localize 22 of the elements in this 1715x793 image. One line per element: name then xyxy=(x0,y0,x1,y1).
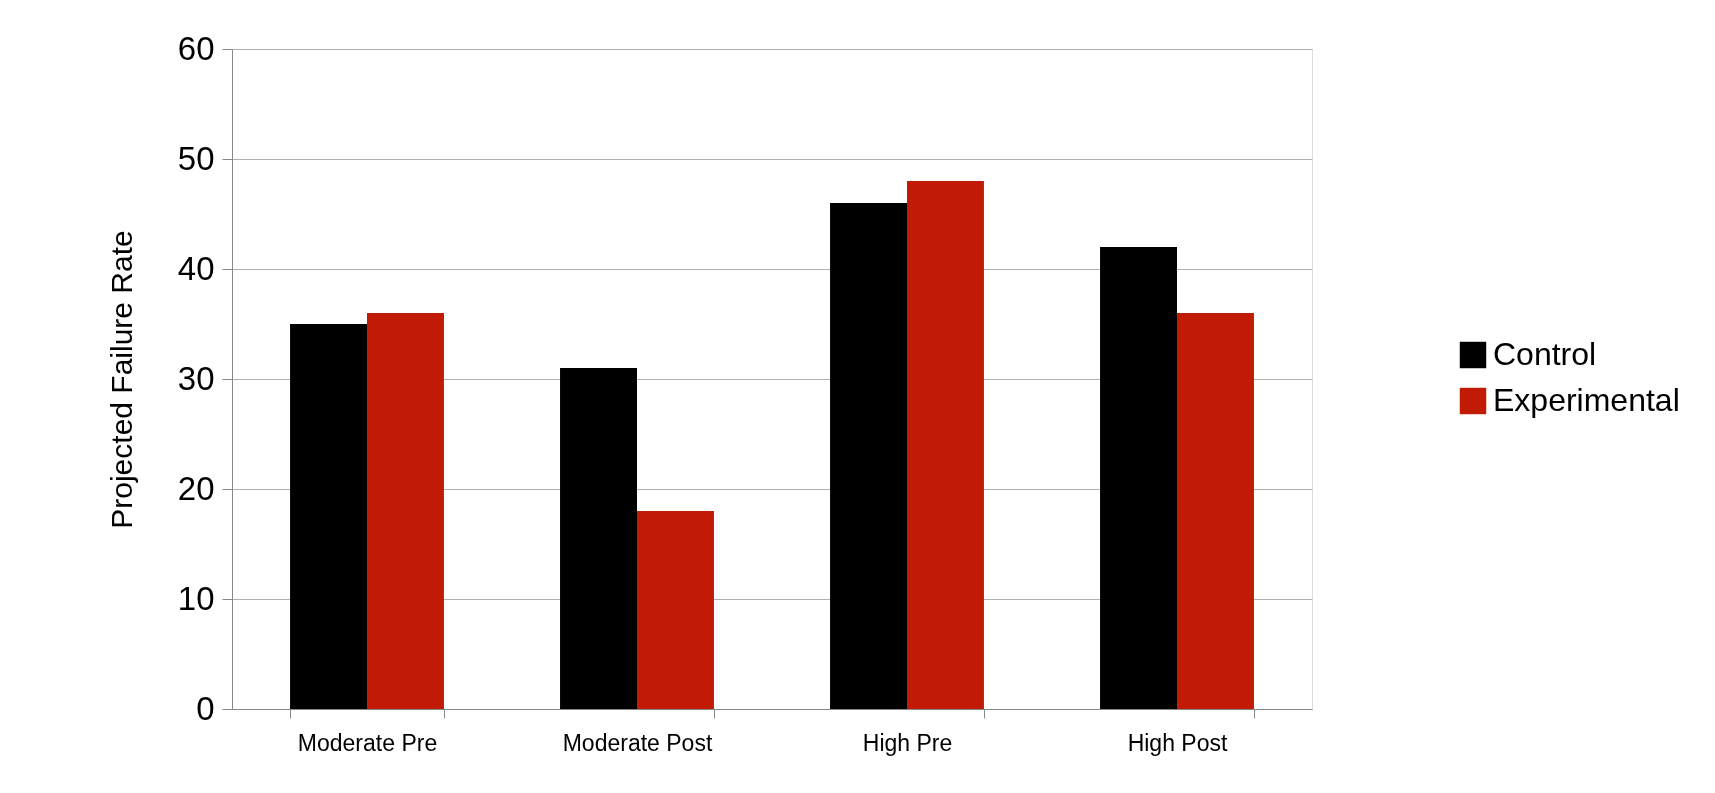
bar xyxy=(290,324,367,709)
y-tick-label: 60 xyxy=(177,29,215,67)
y-tick-label: 10 xyxy=(177,579,215,617)
bar xyxy=(1100,247,1177,709)
y-tick-label: 40 xyxy=(177,249,215,287)
y-axis-title: Projected Failure Rate xyxy=(104,230,138,529)
bar xyxy=(637,511,714,709)
legend-label: Control xyxy=(1493,336,1597,372)
x-tick-label: High Post xyxy=(1127,729,1228,756)
bar xyxy=(560,368,637,709)
y-tick-label: 50 xyxy=(177,139,215,177)
bar xyxy=(367,313,444,709)
legend-label: Experimental xyxy=(1493,382,1680,418)
bar xyxy=(830,203,907,709)
y-tick-label: 30 xyxy=(177,359,215,397)
y-tick-label: 20 xyxy=(177,469,215,507)
x-tick-label: Moderate Post xyxy=(562,729,713,756)
bar xyxy=(1177,313,1254,709)
bar xyxy=(907,181,984,709)
x-tick-label: Moderate Pre xyxy=(297,729,438,756)
x-tick-label: High Pre xyxy=(862,729,953,756)
y-tick-label: 0 xyxy=(196,689,215,727)
